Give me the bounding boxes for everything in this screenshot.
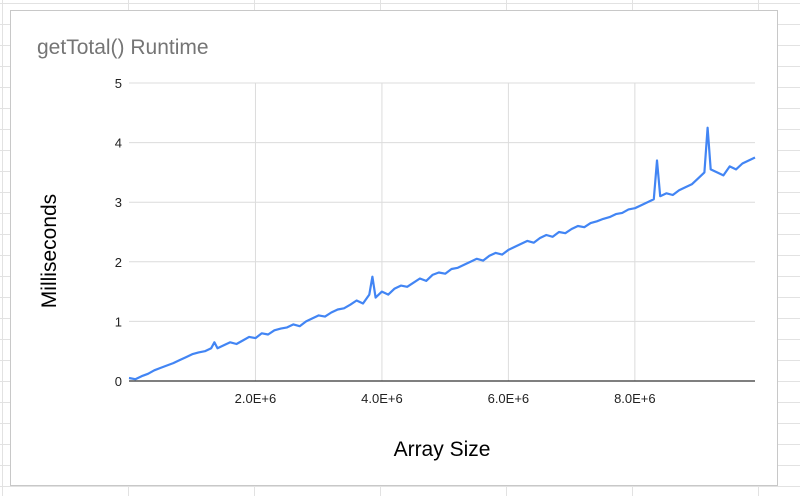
x-tick-label: 8.0E+6 <box>614 391 656 406</box>
chart-svg: getTotal() Runtime 0 1 2 3 4 5 2.0E+6 4.0E+6 6.… <box>37 36 756 461</box>
y-tick-label: 0 <box>115 374 122 389</box>
x-tick-label: 6.0E+6 <box>488 391 530 406</box>
series-line[interactable] <box>128 126 756 381</box>
y-tick-label: 3 <box>115 195 122 210</box>
chart-card[interactable]: getTotal() Runtime 0 1 2 3 4 5 2.0E+6 4.0E+6 6.… <box>10 10 778 486</box>
y-axis-label: Milliseconds <box>38 194 61 308</box>
x-axis-label: Array Size <box>394 438 491 461</box>
chart-title: getTotal() Runtime <box>37 36 209 59</box>
x-tick-label: 2.0E+6 <box>235 391 277 406</box>
x-tick-label: 4.0E+6 <box>361 391 403 406</box>
x-gridlines <box>254 83 636 381</box>
x-tick-labels: 2.0E+6 4.0E+6 6.0E+6 8.0E+6 <box>235 391 656 406</box>
y-tick-label: 2 <box>115 255 122 270</box>
y-tick-label: 4 <box>115 136 122 151</box>
y-gridlines <box>129 82 755 382</box>
y-tick-label: 5 <box>115 76 122 91</box>
y-tick-labels: 0 1 2 3 4 5 <box>115 76 122 389</box>
y-tick-label: 1 <box>115 314 122 329</box>
